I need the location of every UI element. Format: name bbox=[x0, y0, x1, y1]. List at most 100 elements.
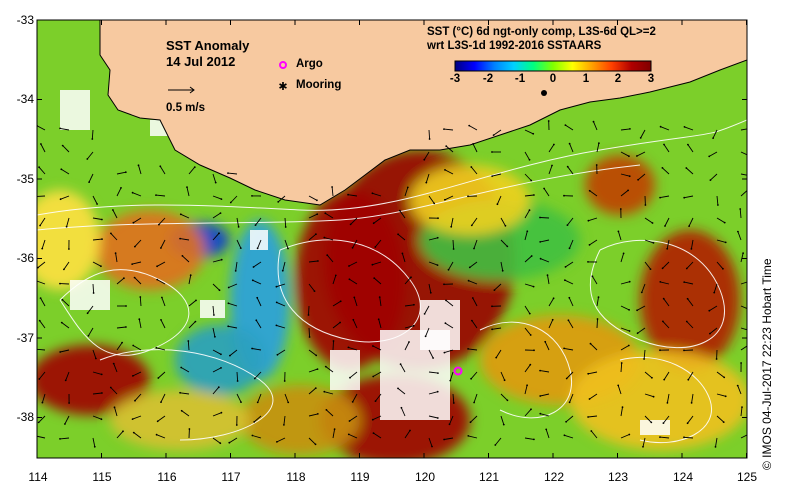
current-vector bbox=[138, 319, 142, 329]
current-vector bbox=[59, 437, 70, 440]
current-vector bbox=[212, 367, 222, 373]
current-vector bbox=[617, 385, 622, 395]
current-vector bbox=[662, 261, 670, 269]
current-vector bbox=[494, 283, 502, 291]
streamline bbox=[59, 269, 190, 356]
mooring-legend-label: Mooring bbox=[296, 79, 342, 91]
current-vector bbox=[644, 371, 653, 379]
current-vector bbox=[540, 239, 550, 243]
current-vector bbox=[687, 298, 694, 307]
current-vector bbox=[229, 349, 238, 356]
current-vector bbox=[545, 429, 550, 439]
current-vector bbox=[740, 305, 747, 309]
current-vector bbox=[540, 393, 550, 397]
current-vector bbox=[180, 238, 190, 241]
current-vector bbox=[620, 173, 630, 177]
map-title: SST Anomaly bbox=[166, 38, 250, 53]
current-vector bbox=[588, 217, 598, 222]
current-vector bbox=[428, 261, 438, 266]
current-vector bbox=[687, 415, 694, 424]
current-vector bbox=[687, 371, 694, 380]
current-vector bbox=[620, 434, 630, 439]
current-vector bbox=[567, 217, 574, 226]
current-vector bbox=[40, 143, 46, 153]
lon-tick-label: 118 bbox=[286, 470, 306, 484]
current-vector bbox=[644, 239, 654, 244]
current-vector bbox=[308, 283, 315, 292]
current-vector bbox=[116, 171, 126, 175]
current-vector bbox=[740, 434, 747, 439]
current-vector bbox=[157, 415, 166, 422]
current-vector bbox=[444, 349, 454, 354]
current-vector bbox=[739, 208, 742, 219]
current-vector bbox=[548, 144, 555, 153]
lon-tick-label: 119 bbox=[350, 470, 370, 484]
current-vector bbox=[372, 192, 382, 197]
mooring-legend-icon: ✱ bbox=[278, 80, 287, 93]
current-vector bbox=[524, 364, 531, 373]
current-vector bbox=[568, 297, 574, 307]
current-vector bbox=[644, 217, 653, 224]
current-vector bbox=[212, 283, 220, 291]
lat-tick-label: -35 bbox=[16, 172, 34, 186]
current-vector bbox=[373, 432, 382, 439]
current-vector bbox=[666, 393, 670, 403]
current-vector bbox=[684, 126, 694, 131]
current-vector bbox=[92, 283, 95, 294]
current-vector bbox=[132, 415, 142, 420]
current-vector bbox=[139, 296, 142, 307]
current-vector bbox=[564, 347, 574, 351]
current-vector bbox=[540, 413, 550, 417]
current-vector bbox=[372, 261, 382, 266]
current-vector bbox=[180, 213, 190, 219]
product-description-line1: SST (°C) 6d ngt-only comp, L3S-6d QL>=2 bbox=[427, 26, 656, 38]
current-vector bbox=[423, 151, 430, 160]
mooring-marker bbox=[541, 90, 547, 96]
current-vector bbox=[160, 319, 166, 329]
current-vector bbox=[62, 299, 70, 307]
current-vector bbox=[236, 393, 242, 403]
current-vector bbox=[644, 393, 654, 398]
current-vector bbox=[716, 239, 726, 243]
current-vector bbox=[524, 255, 533, 263]
current-vector bbox=[277, 349, 286, 356]
current-vector bbox=[500, 415, 505, 425]
current-vector bbox=[404, 304, 414, 307]
current-vector bbox=[60, 195, 70, 200]
current-vector bbox=[740, 327, 747, 331]
current-vector bbox=[740, 281, 747, 285]
current-vector bbox=[133, 432, 142, 439]
current-vector bbox=[212, 232, 220, 241]
current-vector bbox=[133, 217, 142, 224]
current-vector bbox=[428, 283, 432, 293]
current-vector bbox=[548, 165, 553, 175]
current-vector bbox=[255, 320, 262, 329]
current-vector bbox=[637, 173, 646, 181]
current-vector bbox=[468, 348, 478, 351]
current-vector bbox=[642, 437, 646, 447]
current-vector bbox=[160, 393, 166, 403]
current-vector bbox=[182, 255, 190, 263]
current-vector bbox=[308, 195, 318, 201]
current-vector bbox=[716, 371, 725, 378]
current-vector bbox=[565, 124, 574, 131]
current-vector bbox=[352, 393, 358, 403]
current-vector bbox=[92, 349, 97, 359]
current-vector bbox=[283, 415, 286, 425]
current-vector bbox=[452, 239, 455, 250]
current-vector bbox=[230, 195, 238, 203]
current-vector bbox=[308, 327, 311, 338]
colorbar-tick-label: -3 bbox=[449, 73, 461, 85]
current-vector bbox=[308, 349, 317, 356]
current-vector bbox=[565, 415, 574, 423]
current-vector bbox=[443, 128, 454, 131]
current-vector bbox=[473, 239, 478, 249]
current-vector bbox=[212, 305, 215, 316]
current-vector bbox=[644, 415, 652, 423]
streamline bbox=[99, 349, 274, 441]
current-vector bbox=[37, 125, 46, 131]
current-vector bbox=[588, 415, 598, 418]
lon-tick-label: 121 bbox=[478, 470, 500, 484]
current-vector bbox=[660, 126, 670, 131]
